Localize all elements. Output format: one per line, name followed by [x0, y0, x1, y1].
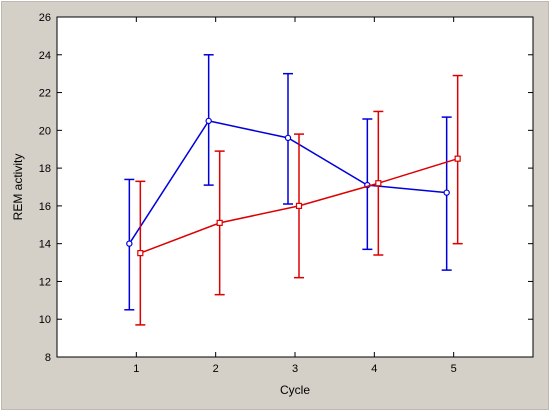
y-tick-label: 26 — [39, 12, 51, 24]
x-axis-title: Cycle — [280, 383, 310, 397]
data-point — [375, 180, 382, 187]
data-point — [205, 117, 212, 125]
y-tick-label: 24 — [39, 50, 51, 62]
data-point — [295, 202, 303, 209]
y-tick-label: 22 — [39, 88, 51, 100]
y-tick-label: 12 — [39, 276, 51, 288]
series-2 — [135, 74, 463, 326]
y-axis-ticks: 8 10 12 14 16 18 20 22 24 26 — [39, 12, 533, 364]
x-tick-label: 5 — [451, 363, 457, 375]
data-point — [454, 155, 461, 162]
y-tick-label: 8 — [45, 352, 51, 364]
data-point — [137, 250, 144, 257]
data-point — [443, 189, 450, 196]
plot-area — [56, 16, 534, 358]
x-tick-label: 1 — [133, 363, 139, 375]
series-layer — [124, 54, 463, 326]
x-tick-label: 3 — [292, 363, 298, 375]
y-tick-label: 20 — [39, 125, 51, 137]
y-tick-label: 14 — [39, 239, 51, 251]
x-axis-ticks: 1 2 3 4 5 — [133, 17, 457, 375]
x-tick-label: 2 — [213, 363, 219, 375]
y-tick-label: 18 — [39, 163, 51, 175]
x-tick-label: 4 — [371, 363, 377, 375]
y-axis-title: REM activity — [11, 154, 25, 221]
data-point — [284, 134, 292, 142]
data-point — [126, 240, 133, 247]
data-point — [216, 219, 223, 226]
y-tick-label: 16 — [39, 201, 51, 213]
y-tick-label: 10 — [39, 314, 51, 326]
